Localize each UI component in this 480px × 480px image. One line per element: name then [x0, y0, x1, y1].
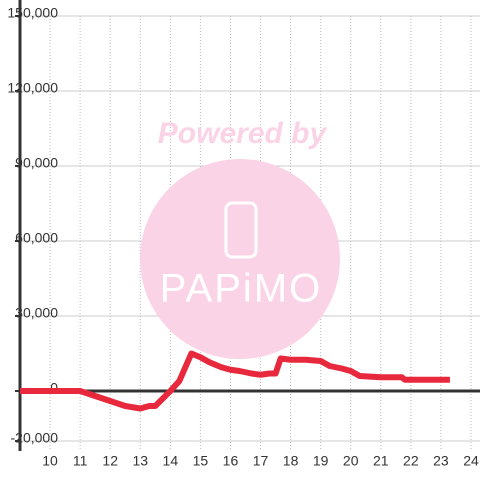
- x-tick-label: 13: [132, 453, 148, 469]
- y-tick-label: 120,000: [7, 80, 58, 96]
- watermark-logo: PAPiMO: [160, 267, 322, 311]
- x-tick-label: 23: [433, 453, 449, 469]
- x-tick-label: 16: [223, 453, 239, 469]
- x-tick-label: 15: [193, 453, 209, 469]
- x-tick-label: 18: [283, 453, 299, 469]
- x-tick-label: 14: [163, 453, 179, 469]
- watermark-circle: [140, 159, 340, 359]
- watermark-phone: [224, 201, 258, 259]
- watermark-text: Powered by: [158, 117, 328, 150]
- x-tick-label: 24: [463, 453, 479, 469]
- x-tick-label: 19: [313, 453, 329, 469]
- y-tick-label: 60,000: [15, 230, 58, 246]
- x-tick-label: 11: [73, 453, 88, 469]
- x-tick-label: 20: [343, 453, 359, 469]
- y-tick-label: 150,000: [7, 5, 58, 21]
- x-tick-label: 12: [102, 453, 118, 469]
- y-tick-label: 90,000: [15, 155, 58, 171]
- x-tick-label: 22: [403, 453, 419, 469]
- x-tick-label: 10: [42, 453, 58, 469]
- y-tick-label: 30,000: [15, 305, 58, 321]
- y-tick-label: -20,000: [11, 430, 59, 446]
- x-tick-label: 17: [253, 453, 269, 469]
- x-tick-label: 21: [373, 453, 389, 469]
- data-line: [20, 350, 450, 412]
- y-tick-label: 0: [50, 380, 58, 396]
